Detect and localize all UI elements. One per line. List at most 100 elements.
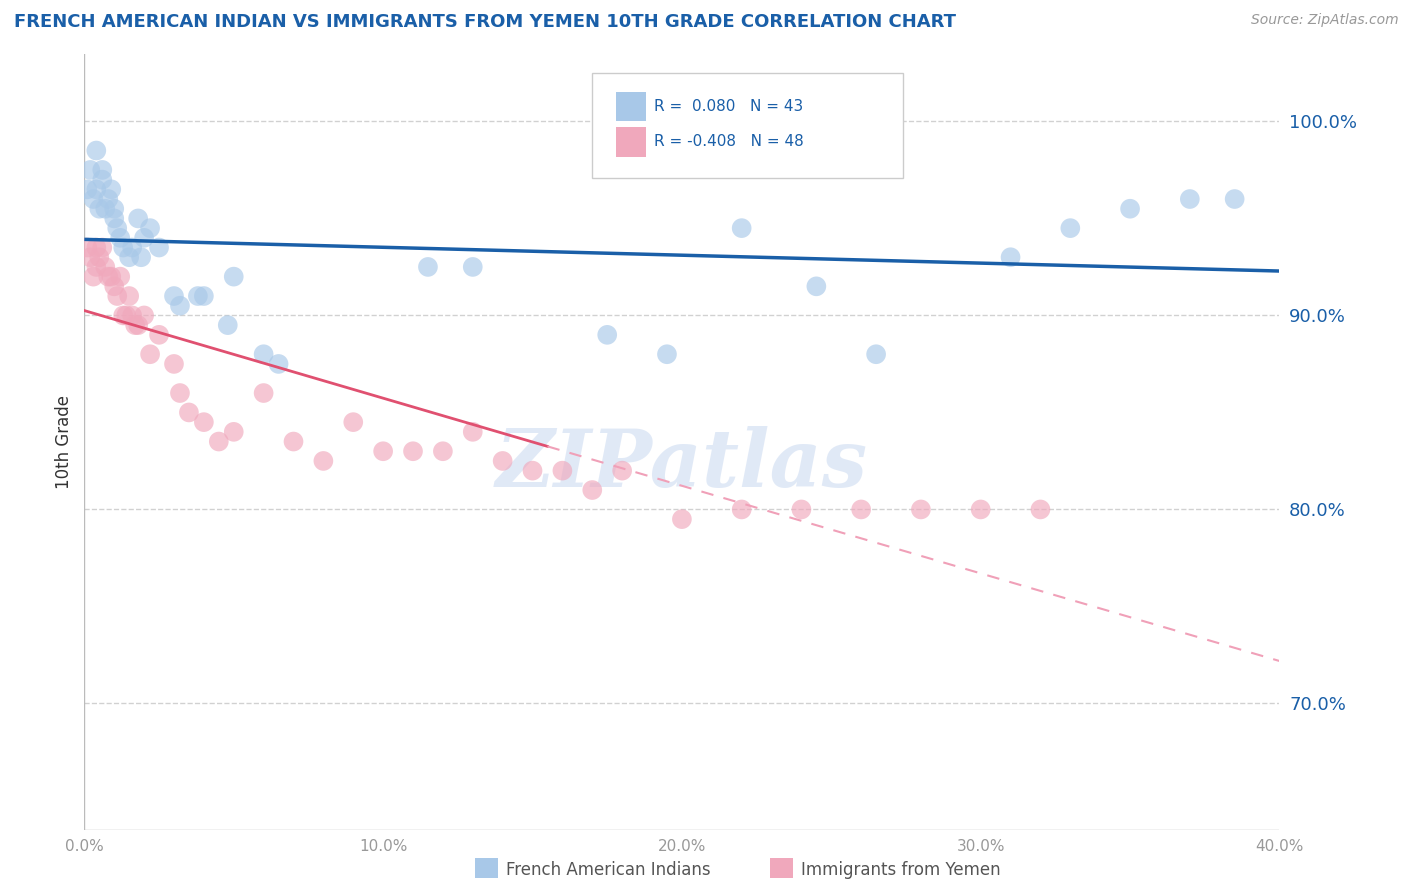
Point: [1029, 502, 1052, 516]
Point: [91, 172, 114, 186]
Point: [86, 260, 108, 274]
Point: [148, 240, 170, 255]
Point: [110, 269, 132, 284]
Point: [94, 260, 117, 274]
Point: [522, 464, 544, 478]
Point: [89, 250, 111, 264]
Point: [76, 240, 98, 255]
Point: [217, 318, 239, 333]
Point: [1059, 221, 1081, 235]
Point: [1223, 192, 1246, 206]
Point: [79, 163, 101, 178]
Point: [612, 464, 634, 478]
Point: [806, 279, 828, 293]
Text: Immigrants from Yemen: Immigrants from Yemen: [801, 861, 1001, 879]
Point: [163, 289, 186, 303]
Point: [671, 512, 693, 526]
Point: [1178, 192, 1201, 206]
Point: [970, 502, 993, 516]
Point: [461, 260, 484, 274]
Point: [82, 192, 104, 206]
Point: [91, 163, 114, 178]
Point: [86, 144, 108, 158]
Point: [253, 347, 276, 361]
Text: ZIPatlas: ZIPatlas: [496, 426, 868, 504]
Point: [127, 211, 149, 226]
Point: [118, 250, 141, 264]
Point: [222, 425, 245, 439]
Y-axis label: 10th Grade: 10th Grade: [55, 394, 73, 489]
Point: [177, 405, 200, 419]
FancyBboxPatch shape: [592, 73, 903, 178]
Point: [121, 240, 143, 255]
Point: [118, 289, 141, 303]
Point: [103, 279, 125, 293]
Point: [82, 269, 104, 284]
Point: [127, 318, 149, 333]
Point: [115, 309, 138, 323]
Point: [163, 357, 186, 371]
Point: [129, 250, 152, 264]
Point: [596, 327, 619, 342]
Point: [169, 386, 191, 401]
Point: [110, 231, 132, 245]
Point: [461, 425, 484, 439]
Point: [124, 318, 146, 333]
Point: [97, 269, 120, 284]
Point: [402, 444, 425, 458]
Point: [416, 260, 439, 274]
Point: [94, 202, 117, 216]
Point: [865, 347, 887, 361]
Point: [731, 221, 754, 235]
Point: [169, 299, 191, 313]
Point: [581, 483, 603, 497]
Point: [432, 444, 454, 458]
Point: [132, 231, 156, 245]
Point: [103, 202, 125, 216]
Point: [121, 309, 143, 323]
Point: [208, 434, 231, 449]
Point: [139, 347, 162, 361]
Point: [139, 221, 162, 235]
Point: [97, 192, 120, 206]
Point: [86, 240, 108, 255]
Bar: [616, 128, 647, 157]
Text: R = -0.408   N = 48: R = -0.408 N = 48: [654, 135, 804, 150]
Point: [283, 434, 305, 449]
Text: Source: ZipAtlas.com: Source: ZipAtlas.com: [1251, 13, 1399, 28]
Point: [193, 289, 215, 303]
Point: [222, 269, 245, 284]
Text: French American Indians: French American Indians: [506, 861, 711, 879]
Point: [851, 502, 873, 516]
Point: [492, 454, 515, 468]
Text: FRENCH AMERICAN INDIAN VS IMMIGRANTS FROM YEMEN 10TH GRADE CORRELATION CHART: FRENCH AMERICAN INDIAN VS IMMIGRANTS FRO…: [14, 13, 956, 31]
Point: [731, 502, 754, 516]
Point: [342, 415, 364, 429]
Point: [373, 444, 395, 458]
Point: [312, 454, 335, 468]
Bar: [616, 92, 647, 121]
Point: [89, 202, 111, 216]
Point: [187, 289, 209, 303]
Point: [1000, 250, 1022, 264]
Point: [86, 182, 108, 196]
Point: [148, 327, 170, 342]
Point: [79, 250, 101, 264]
Text: R =  0.080   N = 43: R = 0.080 N = 43: [654, 99, 804, 114]
Point: [655, 347, 678, 361]
Point: [1119, 202, 1142, 216]
Point: [100, 182, 122, 196]
Point: [790, 502, 813, 516]
Point: [253, 386, 276, 401]
Point: [193, 415, 215, 429]
Point: [105, 221, 128, 235]
Point: [105, 289, 128, 303]
Point: [103, 211, 125, 226]
Point: [551, 464, 574, 478]
Point: [132, 309, 156, 323]
Point: [91, 240, 114, 255]
Point: [112, 240, 135, 255]
Point: [100, 269, 122, 284]
Point: [910, 502, 932, 516]
Point: [76, 182, 98, 196]
